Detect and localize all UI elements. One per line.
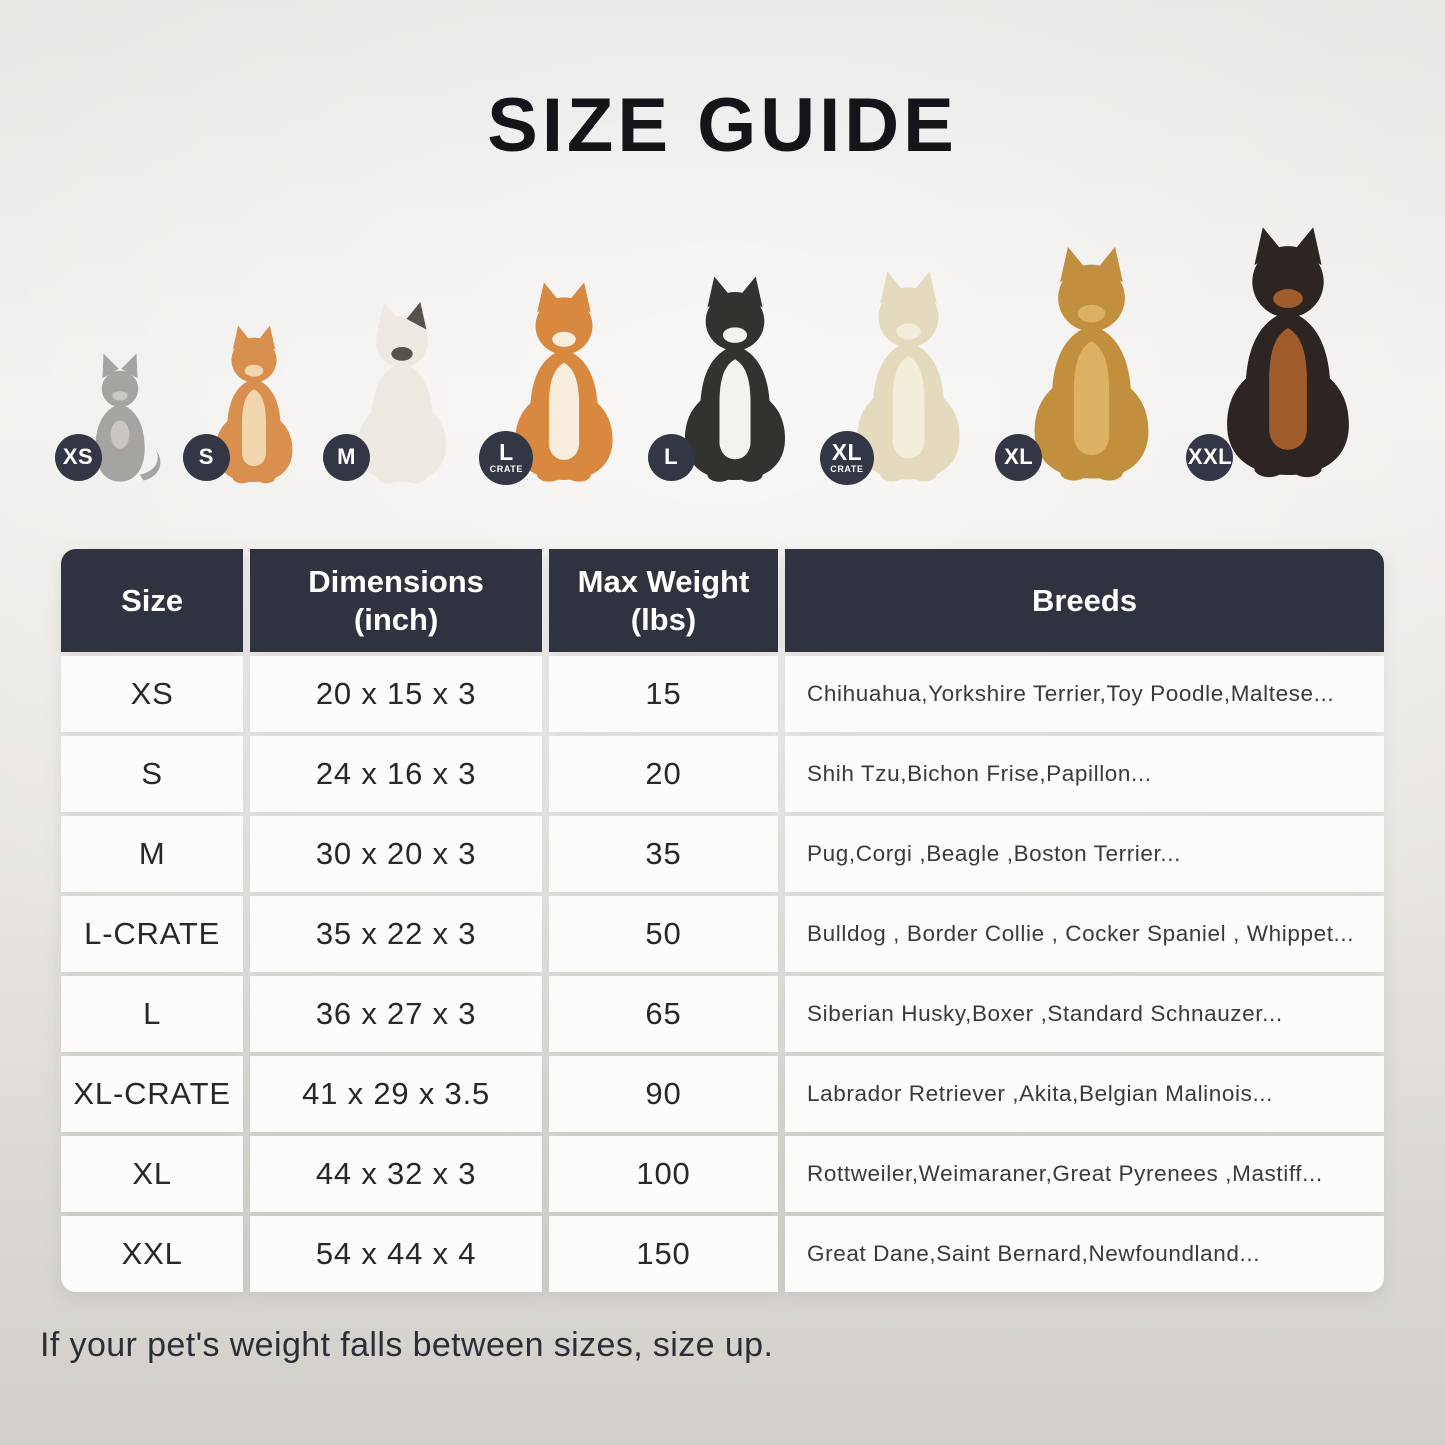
size-table: Size Dimensions (inch) Max Weight (lbs) … (54, 545, 1391, 1296)
table-row: S 24 x 16 x 3 20 Shih Tzu,Bichon Frise,P… (61, 736, 1384, 812)
size-badge-sublabel: CRATE (489, 464, 524, 475)
cell-size: XS (61, 656, 244, 732)
cell-max-weight: 65 (548, 976, 779, 1052)
animal-figure-cat: XS (54, 343, 167, 489)
dog-silhouette-icon (857, 271, 960, 482)
size-badge-label: XL (831, 439, 863, 466)
animal-figure-border-collie: L (647, 273, 804, 489)
size-badge-label: XS (62, 444, 94, 470)
cell-breeds: Rottweiler,Weimaraner,Great Pyrenees ,Ma… (785, 1136, 1384, 1212)
table-row: M 30 x 20 x 3 35 Pug,Corgi ,Beagle ,Bost… (61, 816, 1384, 892)
cell-dimensions: 24 x 16 x 3 (250, 736, 542, 812)
dog-silhouette-icon (215, 325, 293, 484)
table-row: XL-CRATE 41 x 29 x 3.5 90 Labrador Retri… (61, 1056, 1384, 1132)
dog-silhouette-icon (1034, 246, 1149, 481)
size-badge-label: L (664, 444, 679, 470)
size-badge-xxl: XXL (1186, 434, 1234, 481)
dog-silhouette-icon (357, 302, 447, 484)
dog-silhouette-icon (684, 276, 785, 482)
cell-size: M (61, 816, 244, 892)
size-badge-l-crate: L CRATE (479, 431, 534, 485)
size-badge-label: S (198, 444, 214, 470)
size-badge-xl: XL (995, 434, 1043, 481)
cell-max-weight: 50 (548, 896, 779, 972)
table-row: XL 44 x 32 x 3 100 Rottweiler,Weimaraner… (61, 1136, 1384, 1212)
size-badge-xl-crate: XL CRATE (819, 431, 874, 485)
cat-silhouette-icon (94, 353, 160, 482)
cell-max-weight: 35 (548, 816, 779, 892)
cell-breeds: Bulldog , Border Collie , Cocker Spaniel… (785, 896, 1384, 972)
dog-silhouette-icon (1227, 227, 1350, 478)
cell-breeds: Pug,Corgi ,Beagle ,Boston Terrier... (785, 816, 1384, 892)
size-badge-l: L (647, 434, 695, 481)
cell-max-weight: 90 (548, 1056, 779, 1132)
size-badge-sublabel: CRATE (830, 464, 864, 475)
cell-breeds: Chihuahua,Yorkshire Terrier,Toy Poodle,M… (785, 656, 1384, 732)
table-row: XS 20 x 15 x 3 15 Chihuahua,Yorkshire Te… (61, 656, 1384, 732)
size-badge-label: XL (1004, 444, 1034, 470)
header-size: Size (61, 549, 244, 652)
size-badge-label: L (499, 439, 514, 466)
cell-size: L-CRATE (61, 896, 244, 972)
animal-figure-labrador: XL CRATE (819, 268, 979, 489)
table-row: XXL 54 x 44 x 4 150 Great Dane,Saint Ber… (61, 1216, 1384, 1292)
animal-figure-shiba-inu: L CRATE (479, 279, 631, 489)
cell-dimensions: 36 x 27 x 3 (250, 976, 542, 1052)
size-badge-m: M (323, 434, 371, 481)
cell-max-weight: 150 (548, 1216, 779, 1292)
size-badge-s: S (182, 434, 230, 481)
footer-note: If your pet's weight falls between sizes… (40, 1326, 774, 1364)
header-breeds: Breeds (785, 549, 1384, 652)
size-badge-xs: XS (54, 434, 102, 481)
animal-figure-doberman: XXL (1186, 223, 1372, 489)
cell-dimensions: 41 x 29 x 3.5 (250, 1056, 542, 1132)
cell-breeds: Shih Tzu,Bichon Frise,Papillon... (785, 736, 1384, 812)
animal-figure-pomeranian: S (182, 323, 307, 489)
cell-dimensions: 30 x 20 x 3 (250, 816, 542, 892)
header-max-weight: Max Weight (lbs) (548, 549, 779, 652)
cell-size: XL-CRATE (61, 1056, 244, 1132)
cell-dimensions: 35 x 22 x 3 (250, 896, 542, 972)
header-dimensions: Dimensions (inch) (250, 549, 542, 652)
cell-max-weight: 15 (548, 656, 779, 732)
cell-breeds: Siberian Husky,Boxer ,Standard Schnauzer… (785, 976, 1384, 1052)
cell-max-weight: 20 (548, 736, 779, 812)
animal-figure-french-bulldog: M (323, 299, 463, 489)
cell-breeds: Great Dane,Saint Bernard,Newfoundland... (785, 1216, 1384, 1292)
table-row: L 36 x 27 x 3 65 Siberian Husky,Boxer ,S… (61, 976, 1384, 1052)
animal-lineup: XS S (54, 217, 1373, 489)
table-header-row: Size Dimensions (inch) Max Weight (lbs) … (61, 549, 1384, 652)
cell-breeds: Labrador Retriever ,Akita,Belgian Malino… (785, 1056, 1384, 1132)
size-badge-label: XXL (1187, 444, 1233, 470)
table-row: L-CRATE 35 x 22 x 3 50 Bulldog , Border … (61, 896, 1384, 972)
size-badge-label: M (337, 444, 356, 470)
cell-size: S (61, 736, 244, 812)
cell-size: XL (61, 1136, 244, 1212)
cell-dimensions: 44 x 32 x 3 (250, 1136, 542, 1212)
animal-figure-golden-retriever: XL (995, 243, 1170, 489)
cell-size: L (61, 976, 244, 1052)
cell-dimensions: 20 x 15 x 3 (250, 656, 542, 732)
cell-size: XXL (61, 1216, 244, 1292)
dog-silhouette-icon (515, 282, 613, 482)
page-title: SIZE GUIDE (487, 83, 958, 168)
cell-max-weight: 100 (548, 1136, 779, 1212)
cell-dimensions: 54 x 44 x 4 (250, 1216, 542, 1292)
